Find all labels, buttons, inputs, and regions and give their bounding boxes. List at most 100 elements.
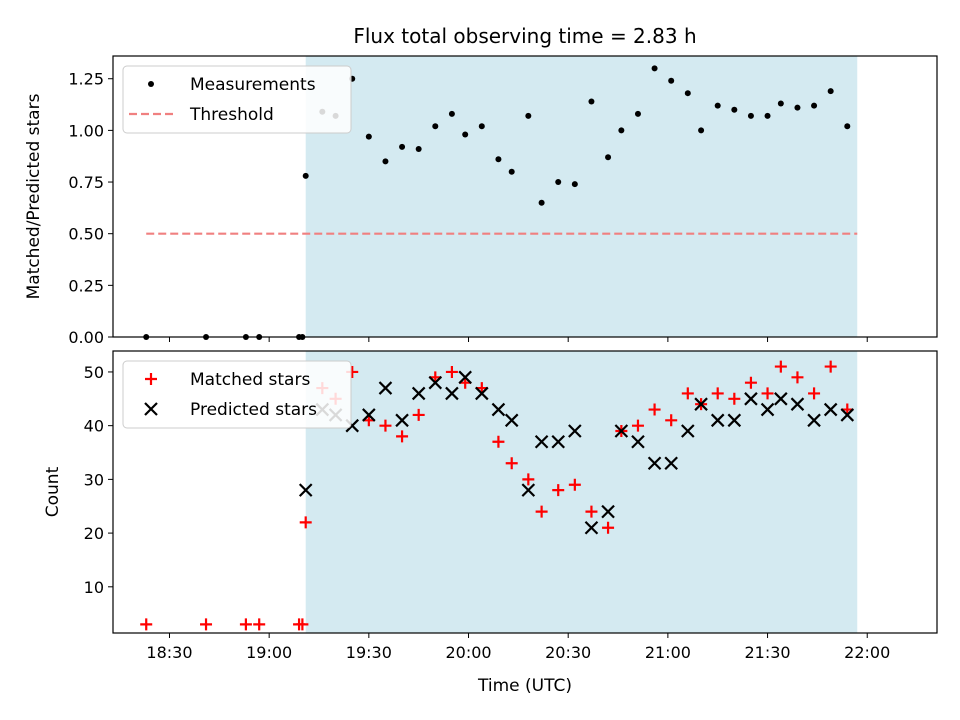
measurement-point [448,110,455,117]
predicted-star-point [823,402,838,417]
legend-label: Matched stars [190,370,310,390]
measurement-point [605,154,612,161]
predicted-star-point [647,456,662,471]
x-tick-label: 19:30 [346,643,392,662]
predicted-star-point [378,381,393,395]
measurement-point [844,123,851,130]
measurement-point [651,65,658,72]
matched-star-point [535,505,548,518]
predicted-star-point [614,424,629,438]
legend-measurement-marker [148,81,154,87]
measurement-point [827,88,834,95]
legend-matched-marker [145,373,157,385]
observing-window-shade [305,351,858,633]
y-axis-label: Count [43,466,63,517]
measurement-point [777,100,784,107]
x-tick-label: 21:00 [645,643,691,662]
matched-star-point [744,376,757,389]
predicted-star-point [694,397,708,411]
matched-star-point [492,435,505,448]
legend-label: Threshold [189,105,274,125]
legend: Matched stars Predicted stars [122,360,352,429]
predicted-star-point [727,413,742,428]
predicted-star-point [298,483,313,497]
matched-star-point [568,478,581,491]
measurement-point [399,143,406,150]
predicted-star-point [710,413,725,428]
legend-label: Predicted stars [190,400,317,420]
predicted-star-point [395,413,409,428]
axes-frame [112,350,938,634]
measurement-point [618,127,625,134]
matched-star-point [379,419,392,432]
measurement-point [794,104,801,111]
measurement-point [538,199,545,206]
measurement-point [302,172,309,179]
predicted-star-point [601,504,615,519]
matched-star-point [140,618,153,631]
matched-star-point [808,387,821,400]
measurement-point [495,156,502,163]
x-tick-label: 18:30 [146,643,192,662]
y-tick-label: 20 [84,524,104,543]
predicted-star-point [362,408,376,422]
measurement-point [811,102,818,109]
matched-star-point [396,430,409,443]
y-tick-label: 30 [84,470,104,489]
predicted-star-point [664,456,678,471]
matched-star-point [299,516,312,529]
matched-star-point [522,473,535,486]
measurement-point [462,131,469,138]
measurement-point [571,181,578,188]
predicted-star-point [428,375,443,390]
predicted-star-point [760,402,775,417]
predicted-star-point [744,392,758,406]
axes-frame [112,55,938,338]
matched-star-point [711,387,724,400]
predicted-star-point [790,397,805,411]
matched-star-point [412,408,425,421]
measurement-point [731,106,738,113]
predicted-star-point [631,434,645,449]
measurement-point [415,145,422,152]
measurement-point [764,112,771,119]
measurement-point [714,102,721,109]
predicted-star-point [458,370,472,385]
predicted-star-point [584,520,599,535]
matched-star-point [505,457,518,470]
y-tick-label: 10 [84,578,104,597]
matched-star-point [648,403,661,416]
matched-star-point [296,618,309,631]
measurement-point [525,112,532,119]
predicted-star-point [411,386,426,401]
x-tick-label: 19:00 [246,643,292,662]
measurement-point [698,127,705,134]
measurement-point [684,90,691,97]
measurement-point [508,168,515,175]
top-panel: 0.00 0.25 0.50 0.75 1.00 1.25 Matched/Predicte… [24,55,938,347]
matched-star-point [774,360,787,373]
x-tick-label: 22:00 [844,643,890,662]
matched-star-point [602,521,615,534]
predicted-star-point [568,424,582,438]
matched-star-point [761,387,774,400]
legend: Measurements Threshold [122,65,352,134]
y-tick-label: 1.25 [68,70,104,89]
chart-title: Flux total observing time = 2.83 h [353,24,696,48]
matched-star-point [728,392,741,405]
predicted-star-point [504,413,519,428]
observing-window-shade [305,56,858,337]
matched-star-point [585,505,598,518]
y-tick-label: 0.25 [68,276,104,295]
x-tick-label: 21:30 [744,643,790,662]
measurement-point [747,112,754,119]
y-tick-label: 40 [84,417,104,436]
matched-star-point [239,618,252,631]
matched-star-point [445,365,458,378]
x-tick-label: 20:30 [545,643,591,662]
predicted-star-point [521,483,536,497]
y-axis-label: Matched/Predicted stars [24,93,44,299]
legend-predicted-marker [144,402,158,416]
predicted-star-point [445,386,459,401]
